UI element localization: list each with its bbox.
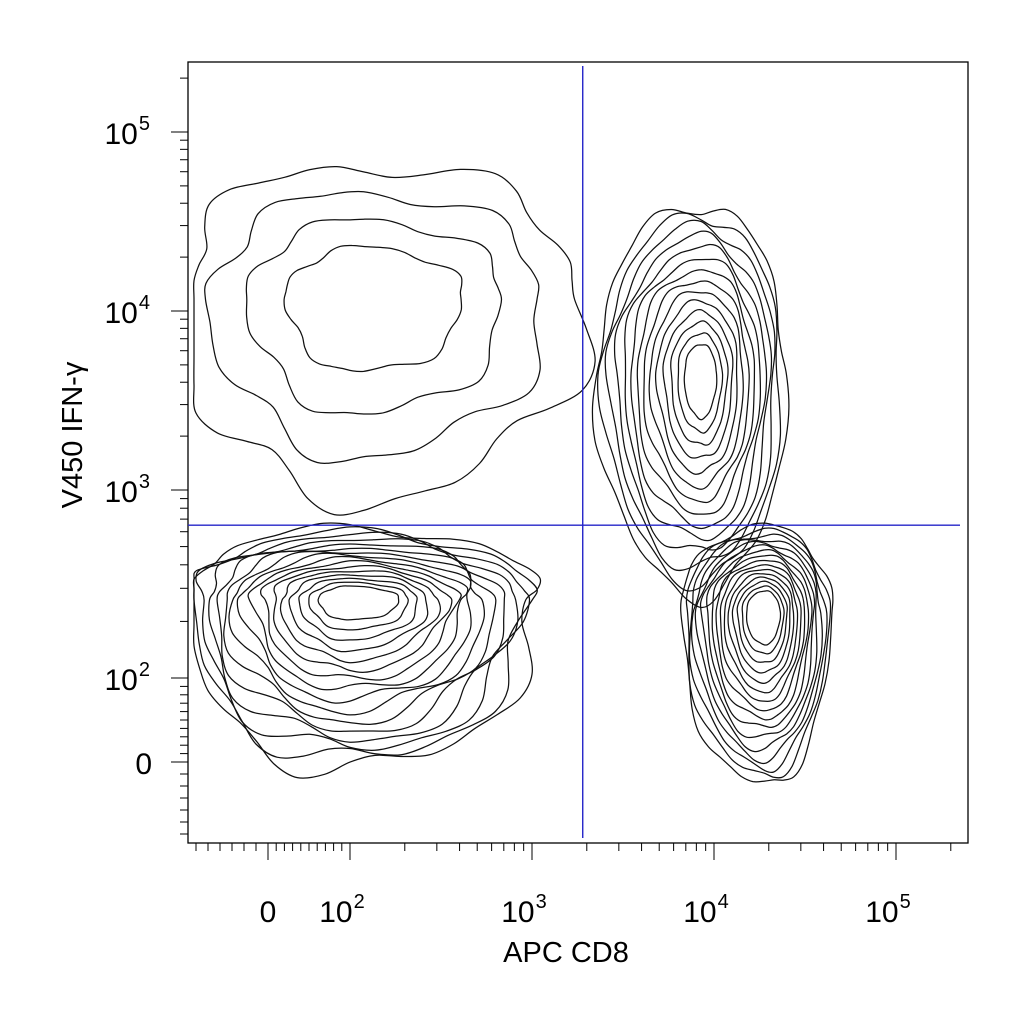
contour-line-cd8pos-ifnneg [715,559,806,712]
contour-line-cd8pos-ifnneg [690,538,823,765]
contour-line-cd8pos-ifnneg [736,580,788,663]
tick-label-exponent: 4 [718,891,729,913]
x-tick-labels: 0 102 103 104 105 [260,891,911,929]
contour-line-cd8pos-ifnneg [679,522,834,783]
tick-label-base: 102 [319,891,365,929]
x-tick-label: 105 [865,891,911,929]
x-tick-label: 103 [501,891,547,929]
tick-label-base: 104 [105,292,151,330]
contour-line-cd8pos-ifnpos [591,208,790,609]
contour-line-cd8neg-ifnneg [236,552,472,704]
tick-label-exponent: 2 [139,659,150,681]
y-tick-label: 102 [105,659,151,697]
tick-label-exponent: 2 [354,891,365,913]
y-axis-ticks [171,77,188,835]
quadrant-gate [188,66,960,838]
y-tick-label: 105 [105,113,151,151]
contour-line-cd8pos-ifnneg [741,585,785,655]
tick-label-exponent: 3 [536,891,547,913]
y-tick-labels: 0 102 103 104 105 [105,113,153,781]
contour-line-cd8pos-ifnneg [706,548,813,729]
tick-label-base: 103 [501,891,547,929]
contour-line-cd8pos-ifnpos [670,320,729,446]
contour-line-cd8pos-ifnneg [745,590,782,646]
y-tick-label: 0 [135,748,152,781]
contour-line-cd8neg-ifnneg [317,585,400,621]
contour-line-cd8pos-ifnneg [688,533,828,774]
contour-line-cd8neg-ifnneg [279,570,442,664]
contour-line-cd8pos-ifnpos [636,269,756,515]
contour-line-cd8pos-ifnneg [711,554,810,721]
tick-label-exponent: 4 [139,292,150,314]
contour-line-cd8pos-ifnpos [624,243,768,542]
x-tick-label: 0 [260,896,277,929]
contour-line-cd8pos-ifnpos [613,230,773,551]
contour-line-cd8pos-ifnpos [683,344,718,421]
tick-label-exponent: 3 [139,471,150,493]
tick-label-exponent: 5 [139,113,150,135]
contour-line-cd8neg-ifnneg [247,555,469,691]
plot-frame [187,61,969,844]
contour-line-cd8neg-ifnneg [208,538,519,743]
y-axis-label: V450 IFN-γ [57,361,89,508]
tick-label-base: 104 [683,891,729,929]
contour-line-cd8pos-ifnneg [731,576,791,674]
contour-line-cd8neg-ifnneg [298,577,418,641]
tick-label-base: 0 [135,748,152,781]
contour-line-cd8neg-ifnneg [288,574,429,653]
contour-line-cd8pos-ifnneg [719,564,802,702]
contour-line-cd8neg-ifnneg [223,547,497,726]
contour-line-cd8pos-ifnpos [630,258,762,530]
contour-line-cd8pos-ifnpos [677,332,724,434]
contour-line-cd8neg-ifnpos [204,190,541,464]
contour-line-cd8neg-ifnneg [259,560,462,681]
x-tick-label: 104 [683,891,729,929]
contour-line-cd8neg-ifnneg [228,550,486,716]
contour-line-cd8pos-ifnpos [662,309,734,459]
tick-label-base: 105 [865,891,911,929]
contour-line-cd8pos-ifnneg [699,544,816,739]
contour-line-cd8pos-ifnneg [723,568,799,694]
contour-line-cd8pos-ifnpos [604,219,776,572]
contour-line-cd8pos-ifnneg [727,572,795,684]
tick-label-base: 102 [105,659,151,697]
contour-line-cd8neg-ifnpos [192,165,596,516]
y-tick-label: 103 [105,471,151,509]
contour-line-cd8neg-ifnneg [192,522,542,779]
contour-line-cd8neg-ifnneg [273,564,453,673]
tick-label-base: 103 [105,471,151,509]
contour-line-cd8pos-ifnneg [685,527,832,779]
contour-line-cd8neg-ifnneg [308,581,409,631]
y-tick-label: 104 [105,292,151,330]
contour-lines [192,165,834,783]
tick-label-base: 105 [105,113,151,151]
tick-label-base: 0 [260,896,277,929]
x-axis-label: APC CD8 [503,937,629,969]
x-tick-label: 102 [319,891,365,929]
contour-line-cd8pos-ifnpos [654,299,738,475]
contour-line-cd8neg-ifnneg [195,531,531,751]
contour-line-cd8pos-ifnpos [648,291,744,490]
contour-line-cd8pos-ifnneg [694,540,818,753]
contour-line-cd8neg-ifnpos [283,244,463,373]
contour-line-cd8neg-ifnpos [245,218,503,415]
contour-line-cd8pos-ifnpos [643,280,750,504]
x-axis-ticks [195,843,952,860]
tick-label-exponent: 5 [900,891,911,913]
